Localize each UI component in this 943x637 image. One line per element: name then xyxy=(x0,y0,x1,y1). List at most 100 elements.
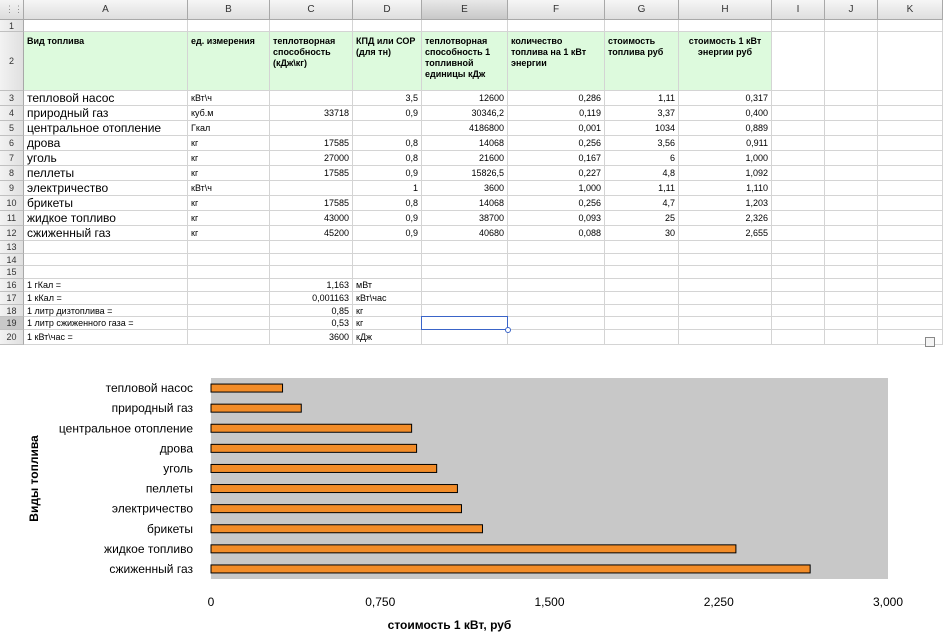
cell-g20[interactable] xyxy=(605,330,679,345)
cell-f20[interactable] xyxy=(508,330,605,345)
cell-f6[interactable]: 0,256 xyxy=(508,136,605,151)
cell-k15[interactable] xyxy=(878,266,943,279)
cell-c12[interactable]: 45200 xyxy=(270,226,353,241)
row-header-19[interactable]: 19 xyxy=(0,317,24,330)
column-header-i[interactable]: I xyxy=(772,0,825,20)
row-header-20[interactable]: 20 xyxy=(0,330,24,345)
bar-7[interactable] xyxy=(210,524,483,534)
cell-k18[interactable] xyxy=(878,305,943,317)
row-header-3[interactable]: 3 xyxy=(0,91,24,106)
cell-h5[interactable]: 0,889 xyxy=(679,121,772,136)
cell-h8[interactable]: 1,092 xyxy=(679,166,772,181)
cell-k6[interactable] xyxy=(878,136,943,151)
cell-i9[interactable] xyxy=(772,181,825,196)
cell-i13[interactable] xyxy=(772,241,825,254)
cell-j6[interactable] xyxy=(825,136,878,151)
cell-c7[interactable]: 27000 xyxy=(270,151,353,166)
cell-j9[interactable] xyxy=(825,181,878,196)
cell-a9[interactable]: электричество xyxy=(24,181,188,196)
cell-f12[interactable]: 0,088 xyxy=(508,226,605,241)
cell-h16[interactable] xyxy=(679,279,772,292)
cell-j19[interactable] xyxy=(825,317,878,330)
cell-k14[interactable] xyxy=(878,254,943,266)
column-title-a[interactable]: Вид топлива xyxy=(24,32,188,91)
cell-g9[interactable]: 1,11 xyxy=(605,181,679,196)
cell-b1[interactable] xyxy=(188,20,270,32)
cell-g10[interactable]: 4,7 xyxy=(605,196,679,211)
cell-k1[interactable] xyxy=(878,20,943,32)
cell-k10[interactable] xyxy=(878,196,943,211)
cell-j10[interactable] xyxy=(825,196,878,211)
cell-h12[interactable]: 2,655 xyxy=(679,226,772,241)
cell-g5[interactable]: 1034 xyxy=(605,121,679,136)
cell-d13[interactable] xyxy=(353,241,422,254)
row-header-16[interactable]: 16 xyxy=(0,279,24,292)
cell-a10[interactable]: брикеты xyxy=(24,196,188,211)
cell-e7[interactable]: 21600 xyxy=(422,151,508,166)
cell-j7[interactable] xyxy=(825,151,878,166)
cell-d1[interactable] xyxy=(353,20,422,32)
cell-e1[interactable] xyxy=(422,20,508,32)
cell-e12[interactable]: 40680 xyxy=(422,226,508,241)
cell-g1[interactable] xyxy=(605,20,679,32)
cell-b6[interactable]: кг xyxy=(188,136,270,151)
row-header-5[interactable]: 5 xyxy=(0,121,24,136)
bar-4[interactable] xyxy=(210,463,438,473)
bar-6[interactable] xyxy=(210,504,462,514)
cell-i12[interactable] xyxy=(772,226,825,241)
cell-j1[interactable] xyxy=(825,20,878,32)
cell-c11[interactable]: 43000 xyxy=(270,211,353,226)
cell-d14[interactable] xyxy=(353,254,422,266)
column-header-c[interactable]: C xyxy=(270,0,353,20)
cell-i15[interactable] xyxy=(772,266,825,279)
fill-handle[interactable] xyxy=(505,327,511,333)
cell-a3[interactable]: тепловой насос xyxy=(24,91,188,106)
cell-e11[interactable]: 38700 xyxy=(422,211,508,226)
row-header-7[interactable]: 7 xyxy=(0,151,24,166)
cell-e16[interactable] xyxy=(422,279,508,292)
cell-g11[interactable]: 25 xyxy=(605,211,679,226)
cell-j20[interactable] xyxy=(825,330,878,345)
cell-h15[interactable] xyxy=(679,266,772,279)
cell-k17[interactable] xyxy=(878,292,943,305)
cell-a7[interactable]: уголь xyxy=(24,151,188,166)
cell-e20[interactable] xyxy=(422,330,508,345)
cell-g19[interactable] xyxy=(605,317,679,330)
cell-k11[interactable] xyxy=(878,211,943,226)
cell-i18[interactable] xyxy=(772,305,825,317)
bar-9[interactable] xyxy=(210,564,811,574)
cell-k7[interactable] xyxy=(878,151,943,166)
cell-a5[interactable]: центральное отопление xyxy=(24,121,188,136)
cell-d20[interactable]: кДж xyxy=(353,330,422,345)
cell-f8[interactable]: 0,227 xyxy=(508,166,605,181)
cell-h3[interactable]: 0,317 xyxy=(679,91,772,106)
cell-k16[interactable] xyxy=(878,279,943,292)
cell-b17[interactable] xyxy=(188,292,270,305)
cell-k5[interactable] xyxy=(878,121,943,136)
cell-f3[interactable]: 0,286 xyxy=(508,91,605,106)
cell-c17[interactable]: 0,001163 xyxy=(270,292,353,305)
column-header-b[interactable]: B xyxy=(188,0,270,20)
row-header-17[interactable]: 17 xyxy=(0,292,24,305)
cell-e4[interactable]: 30346,2 xyxy=(422,106,508,121)
cell-f7[interactable]: 0,167 xyxy=(508,151,605,166)
row-header-18[interactable]: 18 xyxy=(0,305,24,317)
cell-i11[interactable] xyxy=(772,211,825,226)
row-header-2[interactable]: 2 xyxy=(0,32,24,91)
cell-e10[interactable]: 14068 xyxy=(422,196,508,211)
cell-d15[interactable] xyxy=(353,266,422,279)
cell-f5[interactable]: 0,001 xyxy=(508,121,605,136)
cell-c16[interactable]: 1,163 xyxy=(270,279,353,292)
cell-k13[interactable] xyxy=(878,241,943,254)
cell-d3[interactable]: 3,5 xyxy=(353,91,422,106)
cell-b13[interactable] xyxy=(188,241,270,254)
cell-j12[interactable] xyxy=(825,226,878,241)
cell-j11[interactable] xyxy=(825,211,878,226)
cell-g6[interactable]: 3,56 xyxy=(605,136,679,151)
cell-j5[interactable] xyxy=(825,121,878,136)
cell-f16[interactable] xyxy=(508,279,605,292)
cell-a8[interactable]: пеллеты xyxy=(24,166,188,181)
cell-k19[interactable] xyxy=(878,317,943,330)
cell-e14[interactable] xyxy=(422,254,508,266)
column-title-g[interactable]: стоимость топлива руб xyxy=(605,32,679,91)
